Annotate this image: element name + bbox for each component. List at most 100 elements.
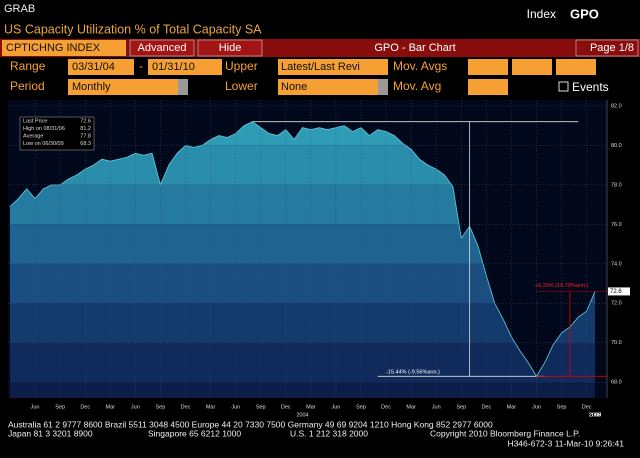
x-tick-label: Dec [381, 404, 391, 410]
area-band [10, 342, 595, 383]
lower-box[interactable] [278, 79, 388, 95]
range-start: 03/31/04 [72, 61, 115, 73]
footer-line: Australia 61 2 9777 8600 Brazil 5511 304… [8, 419, 493, 429]
x-tick-label: Sep [557, 404, 567, 410]
advanced: Advanced [138, 42, 187, 54]
period-box[interactable] [68, 79, 188, 95]
ticker-box[interactable] [2, 40, 126, 56]
gpo-label: GPO [570, 6, 599, 21]
year-label: 2009 [589, 412, 601, 418]
area-band [10, 303, 595, 343]
price-marker [608, 287, 630, 296]
advanced-button[interactable] [129, 39, 195, 57]
x-tick-label: Dec [481, 404, 491, 410]
range-end-box[interactable] [148, 59, 222, 75]
title: US Capacity Utilization % of Total Capac… [4, 22, 262, 36]
year-label: 2010 [589, 412, 601, 418]
events-checkbox[interactable] [558, 81, 569, 92]
legend-box [19, 116, 95, 151]
footer-line: Copyright 2010 Bloomberg Finance L.P. [430, 428, 580, 438]
legend-value: 81.2 [80, 126, 91, 132]
mov-avg-box[interactable] [556, 59, 596, 75]
page: Page 1/8 [590, 42, 634, 54]
dropdown[interactable] [378, 79, 388, 95]
index-label: Index [527, 7, 556, 21]
x-tick-label: Dec [181, 404, 191, 410]
x-tick-label: Dec [281, 404, 291, 410]
x-tick-label: Sep [456, 404, 466, 410]
x-tick-label: Mar [406, 404, 416, 410]
x-tick-label: Mar [507, 404, 517, 410]
range-label: Range [10, 59, 46, 73]
mov-avg-box[interactable] [512, 59, 552, 75]
annotation: -15.44% (-9.56%ann.) [386, 370, 440, 376]
upper-value: Latest/Last Revi [281, 61, 360, 73]
dropdown[interactable] [178, 79, 188, 95]
mov-avg-label: Mov. Avg [393, 79, 441, 93]
x-tick-label: Mar [206, 404, 216, 410]
range-start-box[interactable] [68, 59, 134, 75]
area-line [9, 121, 596, 378]
y-tick-label: 78.0 [611, 182, 622, 188]
hide-button[interactable] [197, 39, 263, 57]
x-tick-label: Mar [306, 404, 316, 410]
x-tick-label: Sep [156, 404, 166, 410]
upper-label: Upper [225, 59, 258, 73]
footer-line: U.S. 1 212 318 2000 [290, 428, 368, 438]
x-tick-label: Jun [532, 404, 541, 410]
legend-value: 72.6 [80, 118, 91, 124]
page-box [575, 39, 639, 57]
x-tick-label: Dec [582, 404, 592, 410]
x-tick-label: Sep [55, 404, 65, 410]
legend-label: High on 08/31/06 [23, 126, 65, 132]
ticker: CPTICHNG INDEX [6, 42, 101, 54]
x-tick-label: Dec [80, 404, 90, 410]
y-tick-label: 68.0 [611, 380, 622, 386]
x-tick-label: Jun [131, 404, 140, 410]
footer-line: Japan 81 3 3201 8900 [8, 428, 93, 438]
lower-label: Lower [225, 79, 258, 93]
range-end: 01/31/10 [152, 61, 195, 73]
x-tick-label: Mar [106, 404, 116, 410]
year-label: 2008 [589, 412, 601, 418]
x-tick-label: Jun [231, 404, 240, 410]
mov-avg-box[interactable] [468, 59, 508, 75]
chart: 68.0 70.0 72.0 74.0 76.0 78.0 80.0 82.0 Jun Sep De… [8, 100, 630, 418]
x-tick-label: Jun [31, 404, 40, 410]
legend-value: 77.8 [80, 133, 91, 139]
legend-value: 68.3 [80, 141, 91, 147]
chart-name: GPO - Bar Chart [374, 42, 455, 54]
legend-label: Last Price [23, 118, 47, 124]
price-marker-label: 72.6 [610, 289, 622, 295]
period-label: Period [10, 79, 45, 93]
y-tick-label: 82.0 [611, 103, 622, 109]
events-label: Events [572, 80, 609, 94]
year-label: 2007 [589, 412, 601, 418]
year-label: 2006 [589, 412, 601, 418]
footer-line: H346-672-3 11-Mar-10 9:26:41 [507, 438, 624, 448]
y-tick-label: 72.0 [611, 301, 622, 307]
y-tick-label: 74.0 [611, 261, 622, 267]
y-tick-label: 76.0 [611, 222, 622, 228]
x-tick-label: Jun [331, 404, 340, 410]
y-tick-label: 70.0 [611, 340, 622, 346]
y-tick-label: 80.0 [611, 143, 622, 149]
lower-value: None [281, 81, 307, 93]
area-band [10, 382, 595, 398]
year-label: 2005 [589, 412, 601, 418]
x-tick-label: Sep [356, 404, 366, 410]
x-tick-label: Sep [256, 404, 266, 410]
period-value: Monthly [72, 81, 111, 93]
hide: Hide [219, 42, 242, 54]
x-tick-label: Jun [432, 404, 441, 410]
legend-label: Low on 06/30/09 [23, 141, 64, 147]
annotation: +6.29% (18.79%ann.) [535, 283, 589, 289]
upper-box[interactable] [278, 59, 388, 75]
grab: GRAB [4, 3, 35, 15]
footer-line: Singapore 65 6212 1000 [148, 428, 241, 438]
range-sep: - [139, 59, 143, 73]
legend-label: Average [23, 133, 43, 139]
mov-avg-box[interactable] [468, 79, 508, 95]
mov-avgs-label: Mov. Avgs [393, 59, 447, 73]
